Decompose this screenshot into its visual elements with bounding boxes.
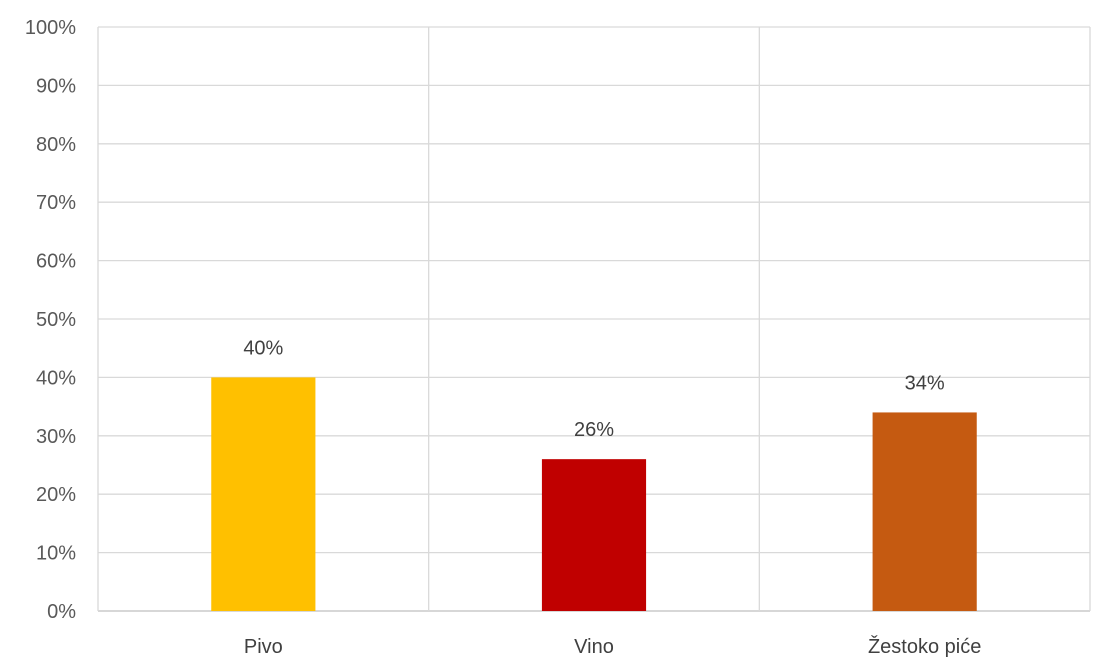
y-tick-label: 10% [36,543,76,565]
data-label: 26% [574,419,614,441]
label-layer: 0% 10% 20% 30% 40% 50% 60% 70% 80% 90% 100% 40% Pivo… [25,17,982,658]
y-tick-label: 100% [25,17,76,39]
category-label: Pivo [244,636,283,658]
category-label: Žestoko piće [868,635,981,658]
y-tick-label: 60% [36,251,76,273]
y-tick-label: 90% [36,75,76,97]
y-tick-label: 80% [36,134,76,156]
y-tick-label: 50% [36,309,76,331]
bar [211,377,316,611]
data-label: 40% [243,337,283,359]
data-label: 34% [905,372,945,394]
bar [541,459,647,611]
y-tick-label: 30% [36,426,76,448]
grid-layer [97,26,1091,612]
y-tick-label: 20% [36,484,76,506]
y-tick-label: 0% [47,601,76,623]
category-label: Vino [574,636,614,658]
bar [872,412,977,611]
y-tick-label: 70% [36,192,76,214]
bar-layer [211,377,977,611]
y-tick-label: 40% [36,367,76,389]
